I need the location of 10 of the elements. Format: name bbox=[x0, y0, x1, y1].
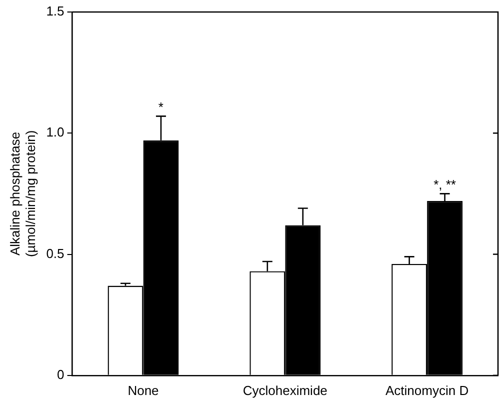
annotation: *, ** bbox=[434, 176, 456, 192]
y-axis-title: Alkaline phosphatase (µmol/min/mg protein) bbox=[7, 130, 38, 258]
y-tick-label: 1.0 bbox=[46, 124, 64, 140]
y-tick-label: 0 bbox=[57, 366, 64, 382]
y-tick-label: 1.5 bbox=[46, 4, 64, 19]
x-tick-label: None bbox=[128, 382, 159, 398]
x-tick-label: Cycloheximide bbox=[242, 382, 328, 398]
annotation: * bbox=[158, 99, 164, 114]
x-tick-label: Actinomycin D bbox=[386, 382, 469, 398]
y-tick-label: 0.5 bbox=[46, 246, 64, 261]
